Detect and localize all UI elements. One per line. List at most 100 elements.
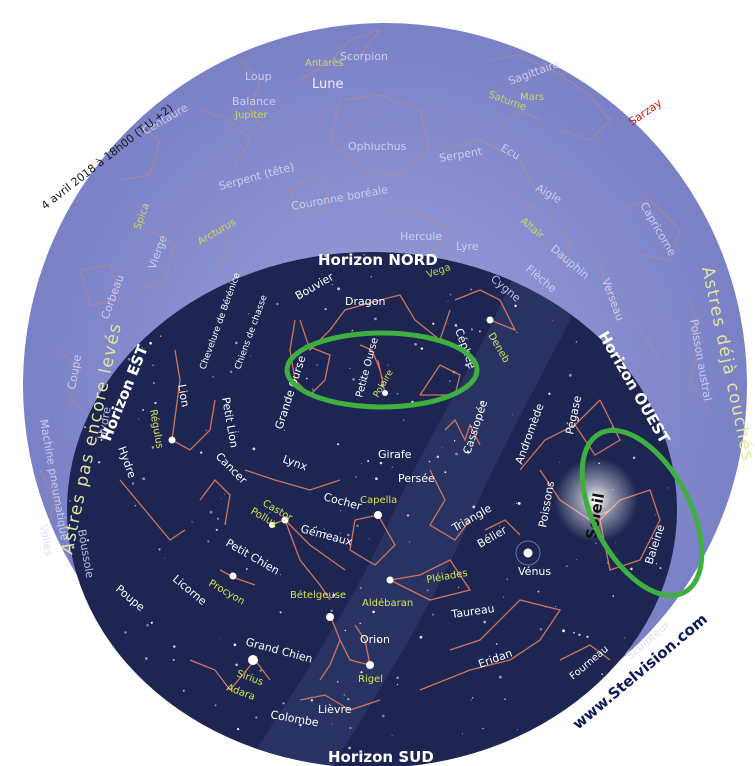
star-procyon [229,572,237,580]
background-star [396,683,399,686]
star-castor [269,522,275,528]
constellation-line-cassiopee [444,418,481,446]
background-star [141,683,145,687]
background-star [408,541,410,543]
background-star [391,466,393,468]
background-star [337,287,341,291]
constellation-line-grand-chien [189,658,271,692]
visible-sky [67,252,677,766]
background-star [330,609,333,613]
background-star [134,504,137,507]
background-star [447,322,449,324]
background-star [158,548,161,551]
background-star [499,525,501,527]
constellation-line-hydre [119,479,186,541]
background-star [299,723,302,727]
background-star [595,542,597,545]
background-star [116,703,118,705]
background-star [555,606,557,608]
background-star [654,514,656,516]
background-star [379,461,383,465]
background-star [516,502,518,505]
background-star [578,633,581,636]
background-star [537,590,540,593]
background-star [568,373,572,377]
star-sirius [248,655,258,665]
background-star [516,331,518,334]
background-star [149,341,152,345]
label-lievre: Lièvre [318,703,352,716]
outer-label-lyre: Lyre [456,240,479,253]
background-star [207,735,210,738]
background-star [205,429,207,431]
highlight-ellipse-sun [579,427,705,599]
background-star [665,755,667,758]
background-star [280,574,281,576]
background-star [159,335,162,337]
background-star [375,477,378,481]
background-star [351,329,354,332]
milky-way [250,260,580,766]
label-aldebaran: Aldébaran [362,597,413,609]
planet-venus [523,548,533,558]
background-star [331,723,333,725]
constellation-line-petite-ourse [359,344,386,394]
background-star [506,578,508,580]
outer-label-balance: Balance [232,95,276,108]
outer-constellation-lines [689,299,711,411]
outer-constellation-lines [489,54,611,141]
background-star [344,629,347,632]
background-star [441,447,443,449]
background-star [470,328,474,331]
background-star [346,533,350,537]
background-star [343,694,346,696]
background-star [142,477,146,481]
sun-icon [591,495,601,505]
background-star [224,493,226,495]
background-star [300,295,303,298]
background-star [406,514,410,517]
background-star [86,539,90,542]
outer-object-mars: Mars [520,92,544,103]
background-star [359,586,362,589]
background-star [324,532,327,535]
background-star [200,451,203,454]
background-star [449,293,452,296]
outer-constellation-lines [59,349,96,421]
background-star [396,392,399,395]
background-star [124,631,127,634]
background-star [498,675,502,679]
background-star [150,621,153,624]
background-star [324,308,327,311]
background-star [432,322,435,325]
outer-constellation-lines [239,59,266,131]
background-star [630,567,633,571]
outer-object-antares: Antarès [305,57,343,69]
outer-object-lune: Lune [312,77,344,92]
background-star [311,388,314,391]
background-star [94,654,98,657]
background-star [229,370,233,374]
outer-constellation-lines [619,199,681,261]
background-star [606,562,608,564]
outer-constellation-lines [209,209,231,271]
highlight-ellipse-north [284,330,480,410]
background-star [632,456,636,460]
background-star [426,476,428,478]
background-star [235,663,238,667]
background-star [336,680,339,683]
background-star [495,642,498,645]
background-star [306,377,308,380]
background-star [316,364,318,366]
venus-ring [515,540,541,566]
background-star [146,623,149,627]
outer-constellation-lines [139,229,176,291]
label-persee: Persée [398,472,435,485]
background-star [414,342,417,346]
constellation-line-gemeaux [269,519,331,601]
background-star [651,416,654,419]
background-star [173,756,175,759]
background-star [69,500,71,502]
background-star [108,432,110,434]
